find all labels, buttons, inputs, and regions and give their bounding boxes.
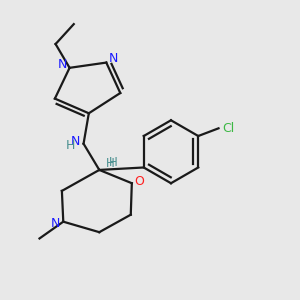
Text: N: N bbox=[58, 58, 67, 71]
Text: N: N bbox=[71, 135, 80, 148]
Text: H: H bbox=[66, 139, 75, 152]
Text: H: H bbox=[109, 156, 118, 170]
Text: N: N bbox=[109, 52, 118, 65]
Text: H: H bbox=[106, 157, 115, 170]
Text: N: N bbox=[51, 217, 60, 230]
Text: Cl: Cl bbox=[222, 122, 234, 135]
Text: O: O bbox=[135, 175, 144, 188]
